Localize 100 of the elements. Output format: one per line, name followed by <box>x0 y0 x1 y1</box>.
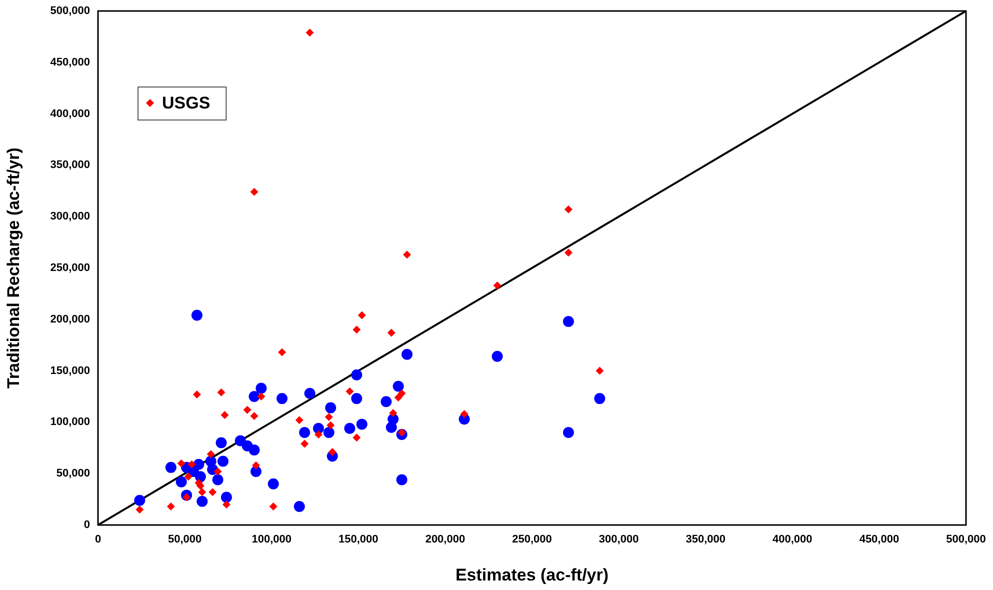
y-tick-label: 250,000 <box>50 262 90 274</box>
legend-label: USGS <box>162 94 210 113</box>
point <box>278 348 286 356</box>
point <box>304 388 316 399</box>
y-tick-label: 350,000 <box>50 159 90 172</box>
point <box>217 456 228 467</box>
point <box>344 422 356 434</box>
point <box>216 437 227 448</box>
point <box>194 471 206 482</box>
point <box>460 410 468 418</box>
point <box>276 393 288 404</box>
y-tick-label: 100,000 <box>50 416 90 428</box>
point <box>346 387 354 396</box>
point <box>248 444 260 456</box>
point <box>394 394 402 402</box>
x-tick-label: 50,000 <box>168 534 202 546</box>
y-tick-label: 400,000 <box>50 108 90 120</box>
y-tick-label: 200,000 <box>50 313 90 326</box>
point <box>323 426 334 438</box>
point <box>594 393 606 404</box>
point <box>351 369 362 380</box>
x-tick-label: 350,000 <box>686 534 726 546</box>
point <box>492 350 503 362</box>
point <box>269 502 278 510</box>
point <box>294 500 305 512</box>
point <box>564 248 572 257</box>
point <box>182 493 191 502</box>
point <box>257 392 266 400</box>
point <box>134 494 146 506</box>
x-tick-label: 450,000 <box>859 534 900 546</box>
point <box>299 426 310 438</box>
point <box>562 316 574 327</box>
point <box>206 450 215 458</box>
point <box>493 281 502 290</box>
point <box>380 396 392 408</box>
point <box>386 422 397 433</box>
point <box>392 380 404 392</box>
point <box>136 506 144 514</box>
x-tick-label: 400,000 <box>772 534 812 546</box>
point <box>188 460 196 468</box>
point <box>352 434 361 442</box>
point <box>396 474 408 486</box>
x-tick-label: 250,000 <box>512 534 552 546</box>
y-axis-title: Traditional Recharge (ac-ft/yr) <box>4 148 23 388</box>
point <box>165 462 176 473</box>
point <box>256 382 267 394</box>
point <box>176 476 187 488</box>
point <box>212 474 224 486</box>
point <box>351 393 362 404</box>
point <box>295 416 304 424</box>
point <box>250 412 258 420</box>
point <box>214 468 222 476</box>
point <box>564 205 572 214</box>
point <box>243 406 252 414</box>
point <box>252 461 260 470</box>
y-tick-label: 450,000 <box>50 56 90 68</box>
point <box>356 418 368 430</box>
point <box>324 413 333 422</box>
y-tick-label: 300,000 <box>50 210 90 223</box>
point <box>352 326 361 334</box>
point <box>220 492 232 503</box>
point <box>184 472 192 481</box>
point <box>177 459 186 468</box>
point <box>562 426 574 438</box>
y-tick-label: 150,000 <box>50 364 90 377</box>
point <box>222 500 230 508</box>
point <box>389 408 398 417</box>
x-axis-title: Estimates (ac-ft/yr) <box>455 565 609 584</box>
point <box>328 448 336 456</box>
y-tick-label: 500,000 <box>50 5 90 18</box>
point <box>325 402 336 414</box>
x-tick-label: 300,000 <box>598 534 639 546</box>
point <box>596 366 604 375</box>
point <box>306 28 314 37</box>
x-tick-label: 500,000 <box>946 534 986 546</box>
point <box>196 496 208 507</box>
point <box>403 250 412 259</box>
point <box>402 348 413 360</box>
point <box>166 502 175 510</box>
point <box>398 428 406 436</box>
point <box>220 411 229 420</box>
point <box>398 389 406 398</box>
point <box>217 388 226 396</box>
x-tick-label: 100,000 <box>252 534 292 546</box>
point <box>250 188 258 196</box>
point <box>208 488 217 496</box>
point <box>193 458 204 470</box>
point <box>248 391 260 402</box>
point <box>268 478 279 490</box>
point <box>326 421 335 430</box>
y-tick-label: 0 <box>84 519 90 532</box>
x-tick-label: 0 <box>94 534 102 546</box>
y-tick-label: 50,000 <box>56 468 90 480</box>
x-tick-label: 200,000 <box>425 534 466 546</box>
point <box>198 488 206 496</box>
point <box>300 440 309 448</box>
point <box>191 310 202 321</box>
x-tick-label: 150,000 <box>338 534 378 546</box>
point <box>312 422 324 434</box>
point <box>387 328 396 337</box>
